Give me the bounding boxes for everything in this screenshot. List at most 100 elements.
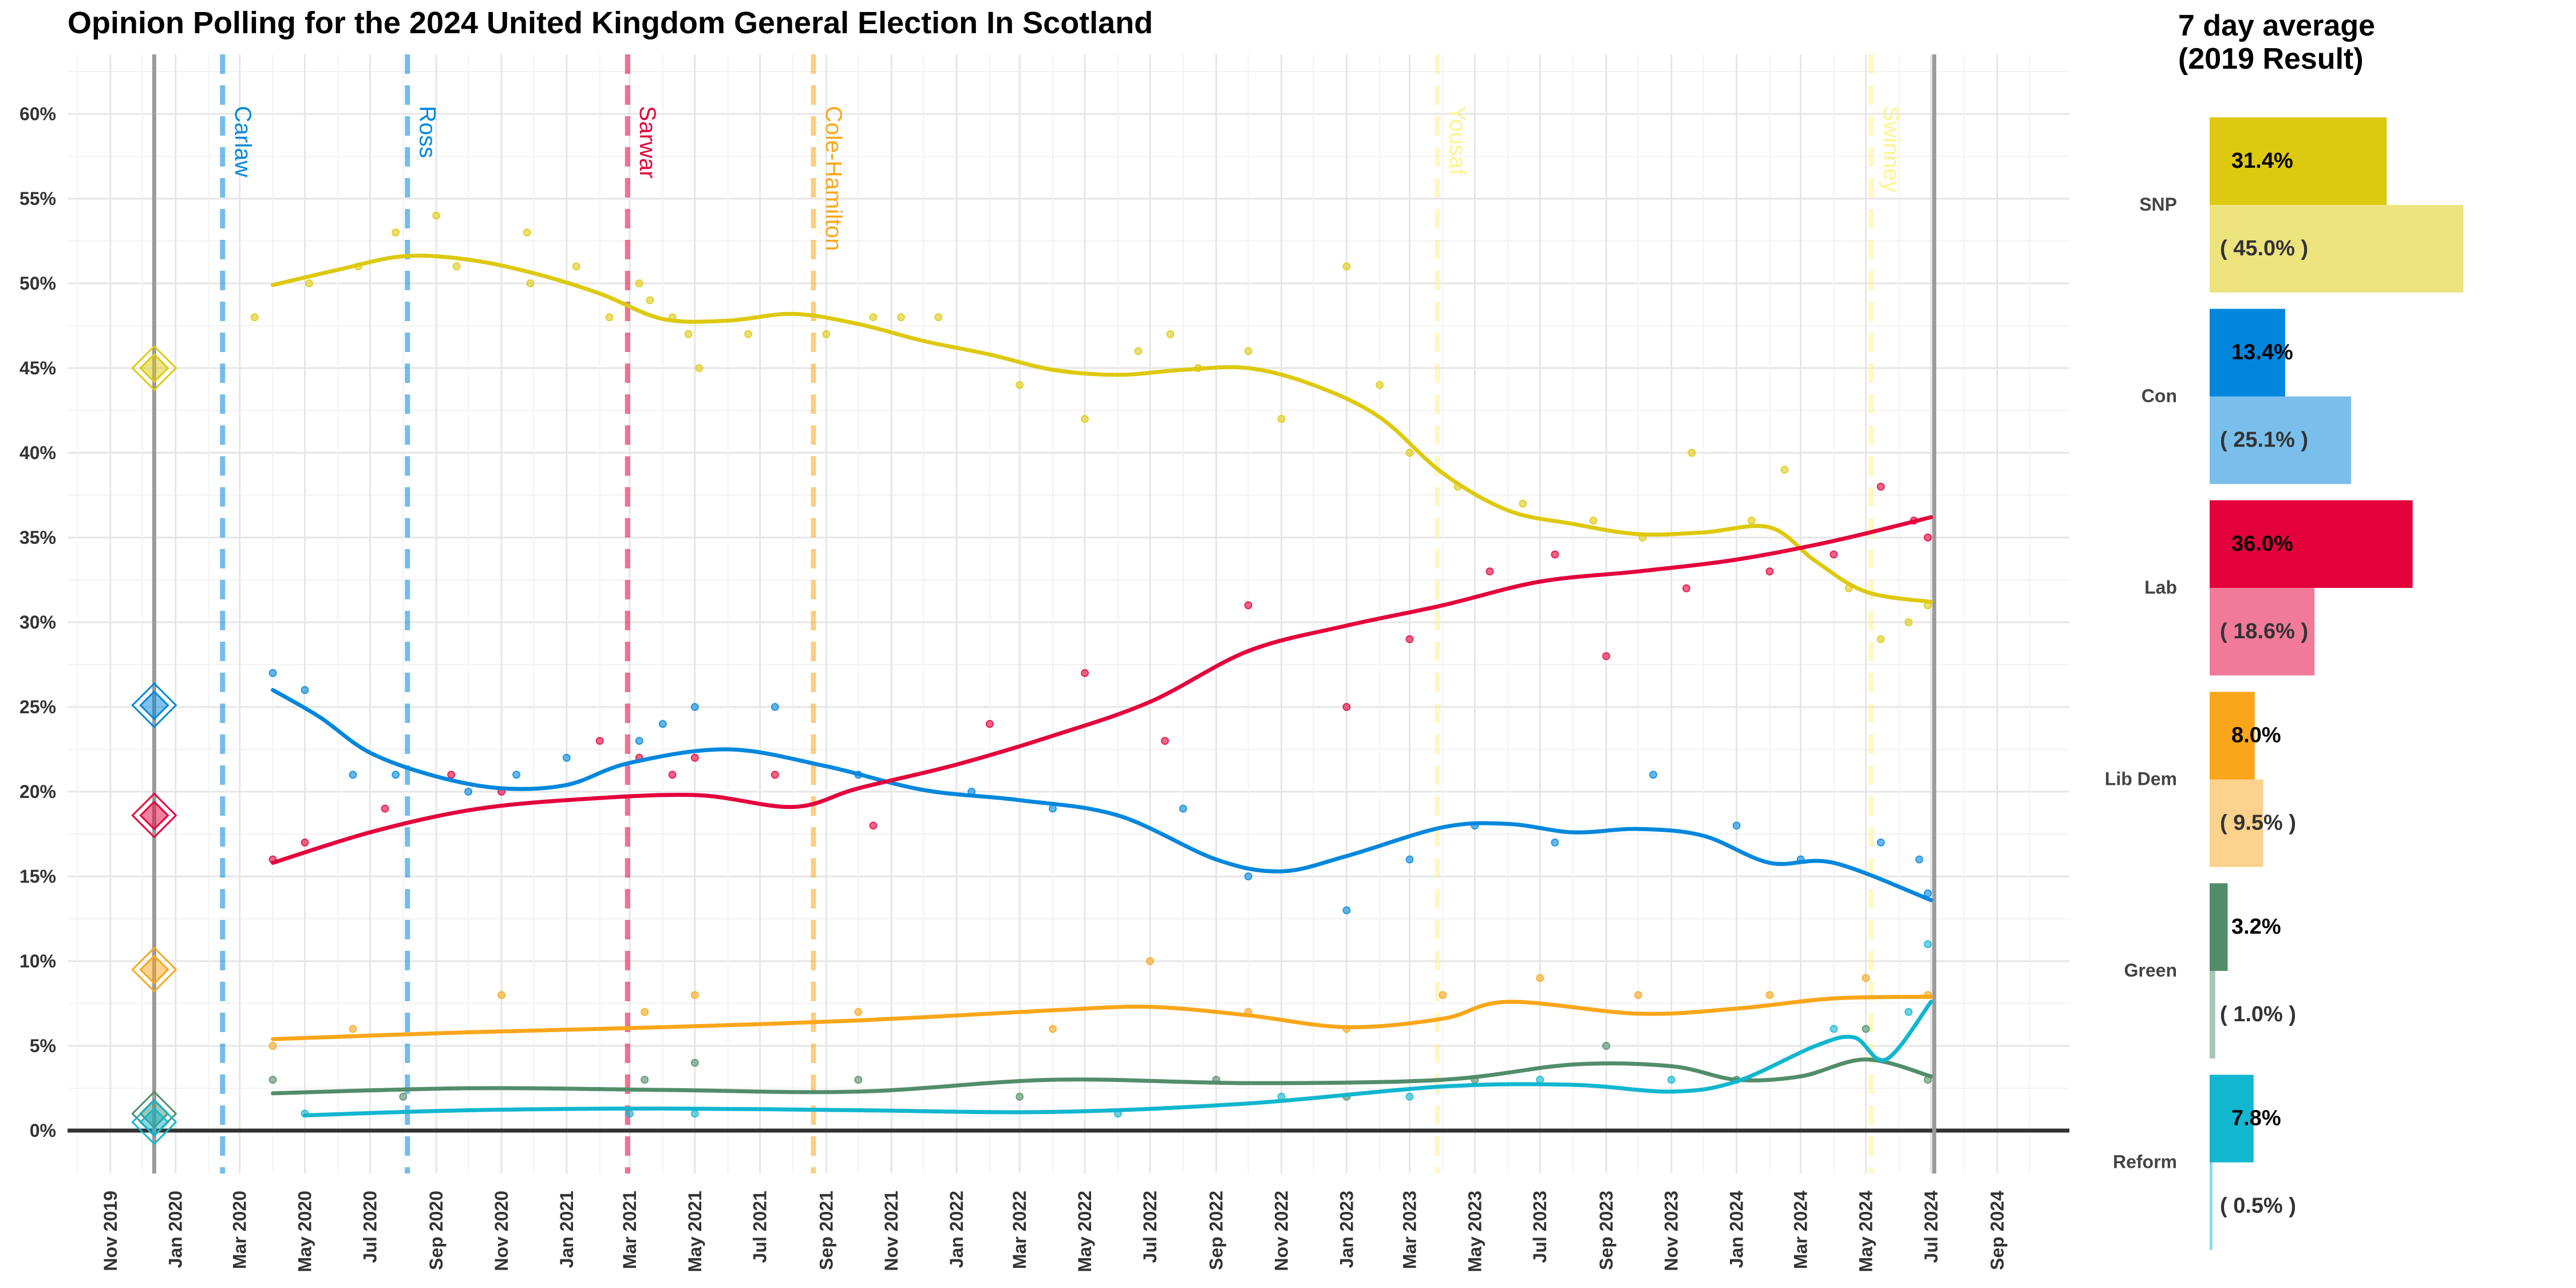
poll-point-snp	[897, 313, 906, 322]
poll-point-reform	[625, 1109, 634, 1118]
x-tick-label: Mar 2020	[230, 1191, 250, 1269]
poll-point-snp	[1342, 262, 1351, 271]
poll-point-lib-dem	[1145, 957, 1154, 965]
poll-point-lib-dem	[1862, 974, 1870, 982]
poll-point-lab	[595, 737, 604, 745]
x-tick-label: Mar 2023	[1399, 1191, 1420, 1269]
poll-point-lib-dem	[349, 1025, 357, 1033]
poll-point-snp	[1780, 465, 1789, 474]
poll-point-snp	[1277, 414, 1286, 423]
poll-point-snp	[1166, 330, 1175, 338]
result-bar-reform	[2210, 1162, 2212, 1250]
leader-label-cole-hamilton: Cole-Hamilton	[821, 106, 846, 251]
x-tick-label: May 2020	[295, 1191, 315, 1272]
poll-point-lab	[771, 771, 779, 779]
avg-bar-lib-dem	[2210, 692, 2255, 780]
election-2019-diamond-con	[139, 690, 169, 721]
result-bar-lib-dem	[2210, 779, 2263, 867]
poll-point-lab	[1551, 550, 1559, 559]
x-tick-label: Jul 2022	[1140, 1191, 1160, 1263]
poll-point-con	[562, 753, 571, 762]
party-label-con: Con	[2142, 386, 2177, 406]
x-tick-label: Sep 2024	[1987, 1191, 2008, 1270]
x-tick-label: Jan 2024	[1726, 1191, 1747, 1268]
election-2019-diamond-lab	[139, 800, 169, 831]
avg-value-lib-dem: 8.0%	[2231, 724, 2281, 748]
election-2019-diamond-outer-reform	[131, 1099, 177, 1145]
poll-point-snp	[432, 211, 441, 220]
poll-point-snp	[869, 313, 878, 322]
avg-bar-reform	[2210, 1074, 2254, 1163]
election-2019-diamond-outer-lib-dem	[131, 946, 177, 993]
poll-point-lab	[1602, 652, 1610, 661]
poll-point-con	[392, 771, 400, 779]
poll-point-lab	[1830, 550, 1838, 559]
poll-point-con	[301, 686, 309, 694]
poll-point-lib-dem	[1634, 991, 1642, 999]
poll-point-lab	[1161, 737, 1170, 745]
poll-point-snp	[526, 279, 535, 287]
poll-point-snp	[1016, 381, 1024, 389]
x-tick-label: Sep 2023	[1596, 1191, 1617, 1270]
poll-point-lab	[301, 838, 309, 847]
result-value-snp: ( 45.0% )	[2220, 236, 2308, 260]
y-tick-label: 0%	[30, 1120, 56, 1141]
poll-point-snp	[1905, 618, 1913, 626]
leader-label-sarwar: Sarwar	[635, 106, 660, 179]
poll-point-snp	[1519, 499, 1527, 508]
poll-point-con	[771, 703, 779, 711]
election-2019-diamond-outer-con	[131, 682, 177, 729]
trend-line-green	[271, 1057, 1933, 1096]
poll-point-lab	[668, 771, 677, 779]
poll-point-reform	[1536, 1076, 1544, 1084]
avg-value-green: 3.2%	[2231, 915, 2281, 939]
trend-line-snp	[271, 254, 1933, 604]
trend-line-con	[271, 688, 1933, 902]
poll-point-con	[1876, 838, 1885, 847]
poll-point-lib-dem	[1049, 1025, 1057, 1033]
bar-panel-title: 7 day average (2019 Result)	[2178, 9, 2383, 76]
x-tick-label: Nov 2021	[881, 1191, 902, 1271]
x-tick-label: May 2023	[1464, 1191, 1485, 1272]
poll-point-lib-dem	[268, 1042, 277, 1050]
poll-point-snp	[605, 313, 614, 322]
poll-point-lab	[690, 753, 699, 762]
poll-point-con	[1049, 804, 1057, 813]
poll-point-reform	[1905, 1008, 1913, 1016]
result-bar-snp	[2210, 205, 2464, 293]
election-2019-diamond-reform	[139, 1107, 169, 1137]
poll-point-lab	[1765, 567, 1774, 576]
poll-point-snp	[523, 228, 531, 237]
bar-panel-title-line2: (2019 Result)	[2178, 42, 2364, 76]
avg-bar-lab	[2210, 500, 2413, 588]
poll-point-lab	[381, 804, 389, 813]
poll-point-snp	[572, 262, 580, 271]
leader-label-ross: Ross	[415, 106, 440, 158]
leader-changes: Carlaw Ross Sarwar Cole-Hamilton Yousaf Swinn…	[152, 54, 1937, 1174]
poll-point-lib-dem	[641, 1008, 649, 1016]
poll-point-lab	[1876, 483, 1885, 491]
result-value-green: ( 1.0% )	[2220, 1002, 2296, 1026]
poll-point-green	[690, 1058, 699, 1067]
poll-point-lab	[1923, 534, 1932, 542]
poll-point-green	[1862, 1025, 1870, 1033]
poll-point-lab	[1405, 635, 1414, 643]
avg-value-con: 13.4%	[2231, 341, 2293, 365]
x-tick-label: Nov 2023	[1661, 1191, 1682, 1271]
x-tick-label: Jan 2021	[556, 1191, 577, 1268]
poll-point-green	[854, 1076, 863, 1084]
poll-point-lab	[985, 720, 994, 728]
poll-point-con	[1244, 872, 1253, 880]
y-tick-label: 35%	[19, 527, 56, 548]
poll-point-green	[399, 1092, 408, 1101]
party-label-reform: Reform	[2113, 1152, 2177, 1172]
x-tick-label: Mar 2021	[619, 1191, 640, 1269]
y-tick-label: 30%	[19, 612, 56, 633]
poll-point-snp	[1134, 347, 1143, 355]
y-tick-label: 15%	[19, 866, 56, 887]
poll-point-lab	[1682, 584, 1690, 592]
poll-point-con	[1915, 855, 1923, 864]
x-tick-label: May 2022	[1074, 1191, 1095, 1272]
poll-point-snp	[684, 330, 693, 338]
